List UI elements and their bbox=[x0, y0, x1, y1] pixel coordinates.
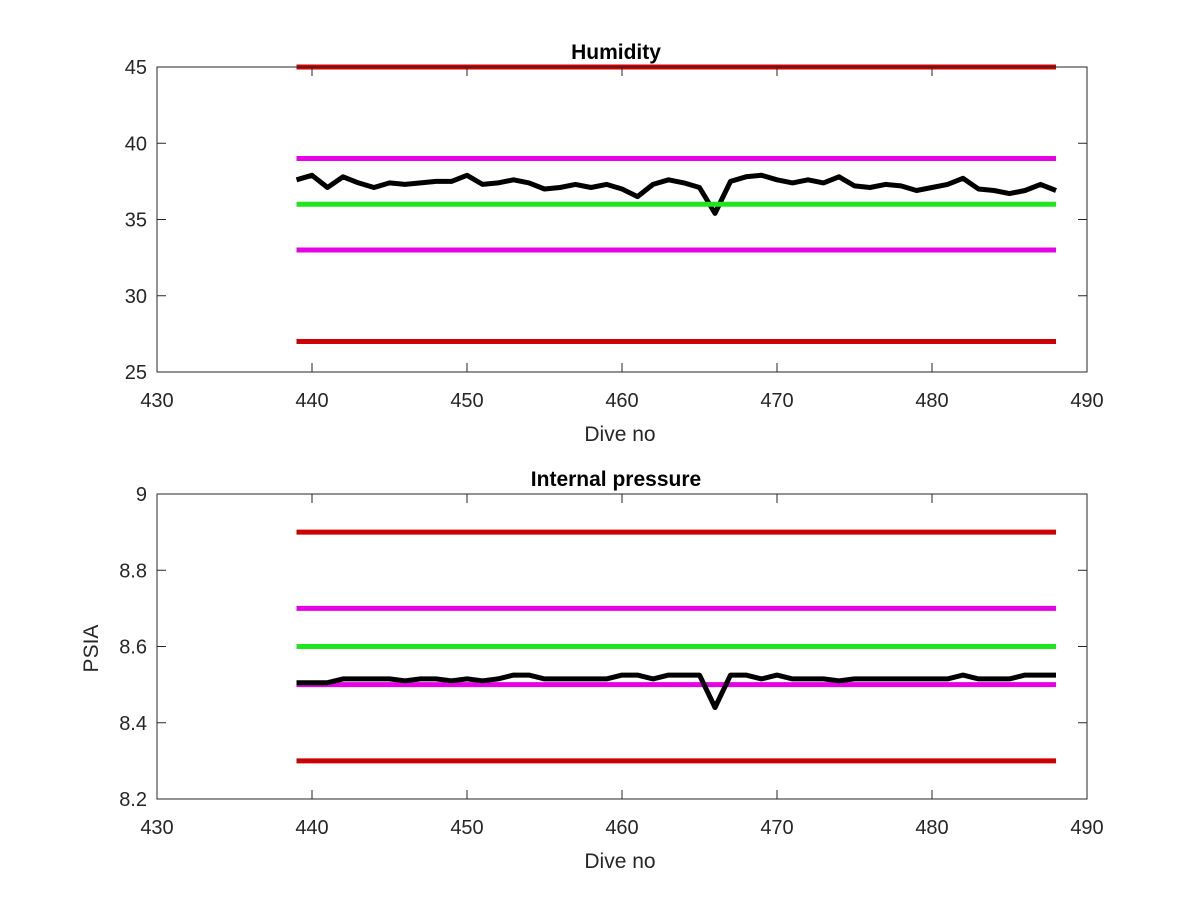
x-tick-label: 440 bbox=[295, 817, 328, 839]
x-axis-label: Dive no bbox=[584, 423, 655, 446]
series-line-6 bbox=[296, 672, 1056, 710]
subplots: 430 440 450 460 470 480 490 25 30 35 40 45 Humidity D… bbox=[80, 41, 1104, 873]
x-tick-label: 440 bbox=[295, 390, 328, 412]
y-tick-label: 35 bbox=[125, 210, 147, 232]
y-tick-label: 45 bbox=[125, 57, 147, 79]
x-tick-label: 450 bbox=[450, 390, 483, 412]
x-tick-label: 480 bbox=[915, 390, 948, 412]
x-axis-label: Dive no bbox=[584, 850, 655, 873]
x-tick-label: 490 bbox=[1070, 390, 1103, 412]
subplot-2: 430 440 450 460 470 480 490 8.2 8.4 8.6 8.8 9 Intern… bbox=[80, 468, 1104, 873]
y-tick-label: 9 bbox=[136, 484, 147, 506]
chart-title: Humidity bbox=[571, 41, 661, 64]
y-axis-label: PSIA bbox=[80, 625, 103, 673]
x-tick-label: 490 bbox=[1070, 817, 1103, 839]
x-tick-label: 460 bbox=[605, 817, 638, 839]
x-tick-label: 480 bbox=[915, 817, 948, 839]
series-line-1 bbox=[295, 172, 1057, 216]
x-tick-label: 470 bbox=[760, 390, 793, 412]
x-tick-label: 460 bbox=[605, 390, 638, 412]
y-tick-label: 8.6 bbox=[119, 637, 147, 659]
x-tick-label: 470 bbox=[760, 817, 793, 839]
x-tick-label: 430 bbox=[140, 390, 173, 412]
y-tick-label: 30 bbox=[125, 286, 147, 308]
y-tick-label: 8.2 bbox=[119, 789, 147, 811]
y-tick-label: 40 bbox=[125, 133, 147, 155]
x-tick-label: 450 bbox=[450, 817, 483, 839]
chart-title: Internal pressure bbox=[531, 468, 701, 491]
y-tick-label: 25 bbox=[125, 362, 147, 384]
subplot-1: 430 440 450 460 470 480 490 25 30 35 40 45 Humidity D… bbox=[125, 41, 1104, 446]
x-tick-label: 430 bbox=[140, 817, 173, 839]
y-tick-label: 8.8 bbox=[119, 560, 147, 582]
y-tick-label: 8.4 bbox=[119, 713, 147, 735]
